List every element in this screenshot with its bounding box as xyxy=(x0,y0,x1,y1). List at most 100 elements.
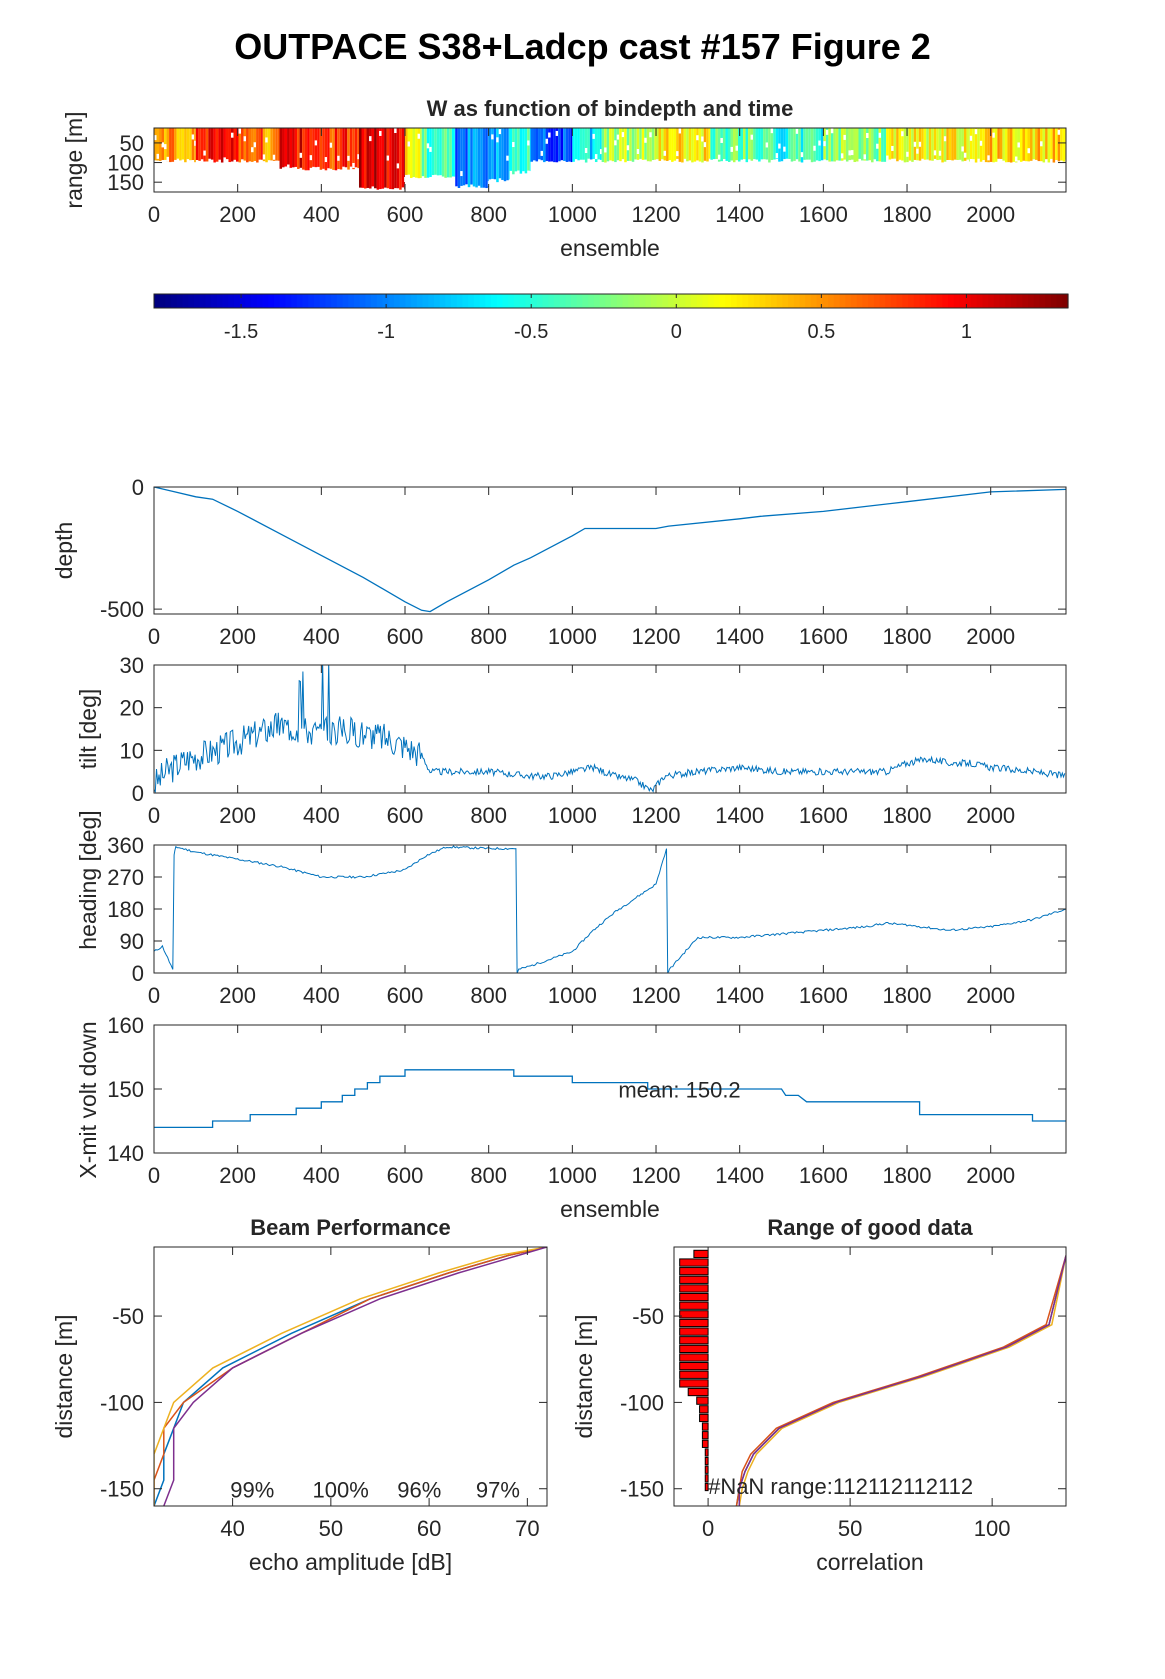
correlation-series-line xyxy=(738,1255,1066,1506)
heatmap-cell xyxy=(916,128,919,161)
heatmap-cell xyxy=(1007,128,1010,163)
colorbar-swatch xyxy=(948,294,955,308)
colorbar-swatch xyxy=(371,294,378,308)
heatmap-cell xyxy=(477,128,481,186)
x-tick-label: 1000 xyxy=(548,202,597,227)
y-axis-label: tilt [deg] xyxy=(75,689,101,770)
axes-heading: 0 200 400 600 800 1000 1200 1400 1600 1800 2000 0 90… xyxy=(75,810,1067,1008)
y-tick-label: 30 xyxy=(120,653,144,678)
colorbar-swatch xyxy=(502,294,509,308)
heatmap-gap xyxy=(720,137,723,143)
y-tick-label: 360 xyxy=(107,833,144,858)
heatmap-cell xyxy=(579,128,583,160)
heatmap-gap xyxy=(604,147,607,153)
heatmap-gap xyxy=(913,141,917,147)
heatmap-gap xyxy=(979,140,983,146)
heatmap-cell xyxy=(609,128,612,161)
colorbar-swatch xyxy=(165,294,172,308)
colorbar-tick-label: -1 xyxy=(377,321,395,343)
heatmap-gap xyxy=(850,150,854,156)
heatmap-gap xyxy=(730,146,733,152)
heatmap-gap xyxy=(429,146,432,152)
heatmap-cell xyxy=(1050,128,1053,159)
colorbar-swatch xyxy=(822,294,829,308)
nan-bar xyxy=(679,1327,709,1336)
heatmap-cell xyxy=(896,128,899,162)
heatmap-gap xyxy=(299,152,303,158)
colorbar-swatch xyxy=(211,294,218,308)
colorbar-swatch xyxy=(182,294,189,308)
heatmap-cell xyxy=(415,128,418,178)
heatmap-gap xyxy=(848,150,851,156)
y-axis-label: distance [m] xyxy=(51,1315,77,1439)
heatmap-cell xyxy=(186,128,190,160)
heatmap-cell xyxy=(279,128,283,169)
heatmap-cell xyxy=(644,128,647,160)
heatmap-cell xyxy=(1052,128,1056,163)
x-tick-label: 800 xyxy=(470,202,507,227)
heatmap-cell xyxy=(808,128,811,160)
colorbar-swatch xyxy=(422,294,429,308)
heatmap-cell xyxy=(374,128,377,189)
heatmap-cell xyxy=(708,128,711,159)
heatmap-cell xyxy=(1032,128,1036,160)
colorbar-swatch xyxy=(205,294,212,308)
heatmap-cell xyxy=(501,128,504,180)
colorbar-swatch xyxy=(770,294,778,308)
heatmap-gap xyxy=(460,171,463,177)
colorbar-swatch xyxy=(936,294,943,308)
heatmap-cell xyxy=(191,128,195,160)
colorbar-swatch xyxy=(730,294,738,308)
heatmap-cell xyxy=(974,128,978,163)
colorbar-swatch xyxy=(736,294,743,308)
heatmap-cell xyxy=(451,128,455,177)
colorbar-swatch xyxy=(702,294,709,308)
heatmap-gap xyxy=(156,153,160,159)
heatmap-cell xyxy=(366,128,370,188)
colorbar-swatch xyxy=(639,294,646,308)
heatmap-cell xyxy=(999,128,1003,159)
heatmap-cell xyxy=(696,128,699,161)
colorbar-swatch xyxy=(251,294,258,308)
heatmap-cell xyxy=(977,128,980,159)
heatmap-gap xyxy=(916,148,919,154)
heatmap-cell xyxy=(629,128,632,161)
heatmap-cell xyxy=(783,128,786,160)
heatmap-cell xyxy=(883,128,887,162)
colorbar-swatch xyxy=(673,294,681,308)
heatmap-cell xyxy=(272,128,276,161)
heatmap-cell xyxy=(1009,128,1013,163)
heatmap-cell xyxy=(480,128,483,188)
colorbar-swatch xyxy=(685,294,692,308)
heatmap-cell xyxy=(462,128,466,186)
heatmap-cell xyxy=(205,128,209,162)
x-tick-label: 1200 xyxy=(632,1163,681,1188)
heatmap-cell xyxy=(956,128,959,161)
axes-title: Beam Performance xyxy=(250,1215,451,1240)
colorbar-swatch xyxy=(216,294,224,308)
heatmap-gap xyxy=(969,135,973,141)
heatmap-gap xyxy=(487,181,489,187)
heatmap-cell xyxy=(235,128,239,162)
heatmap-gap xyxy=(1014,156,1018,162)
heatmap-cell xyxy=(379,128,382,190)
heatmap-cell xyxy=(261,128,263,160)
heatmap-cell xyxy=(1004,128,1008,163)
axes-box xyxy=(153,844,1067,974)
heatmap-cell xyxy=(753,128,756,160)
heatmap-cell xyxy=(574,128,578,160)
heatmap-cell xyxy=(1027,128,1031,162)
heatmap-cell xyxy=(828,128,831,162)
x-tick-label: 200 xyxy=(219,1163,256,1188)
heatmap-cell xyxy=(898,128,902,160)
colorbar-swatch xyxy=(1033,294,1041,308)
heatmap-gap xyxy=(701,136,704,142)
heatmap-cell xyxy=(1042,128,1046,163)
figure-title: OUTPACE S38+Ladcp cast #157 Figure 2 xyxy=(234,26,931,67)
heatmap-gap xyxy=(238,128,242,134)
x-tick-label: 0 xyxy=(702,1516,714,1541)
heatmap-cell xyxy=(309,128,313,168)
heatmap-cell xyxy=(319,128,323,170)
heatmap-cell xyxy=(220,128,224,163)
heatmap-cell xyxy=(594,128,598,163)
